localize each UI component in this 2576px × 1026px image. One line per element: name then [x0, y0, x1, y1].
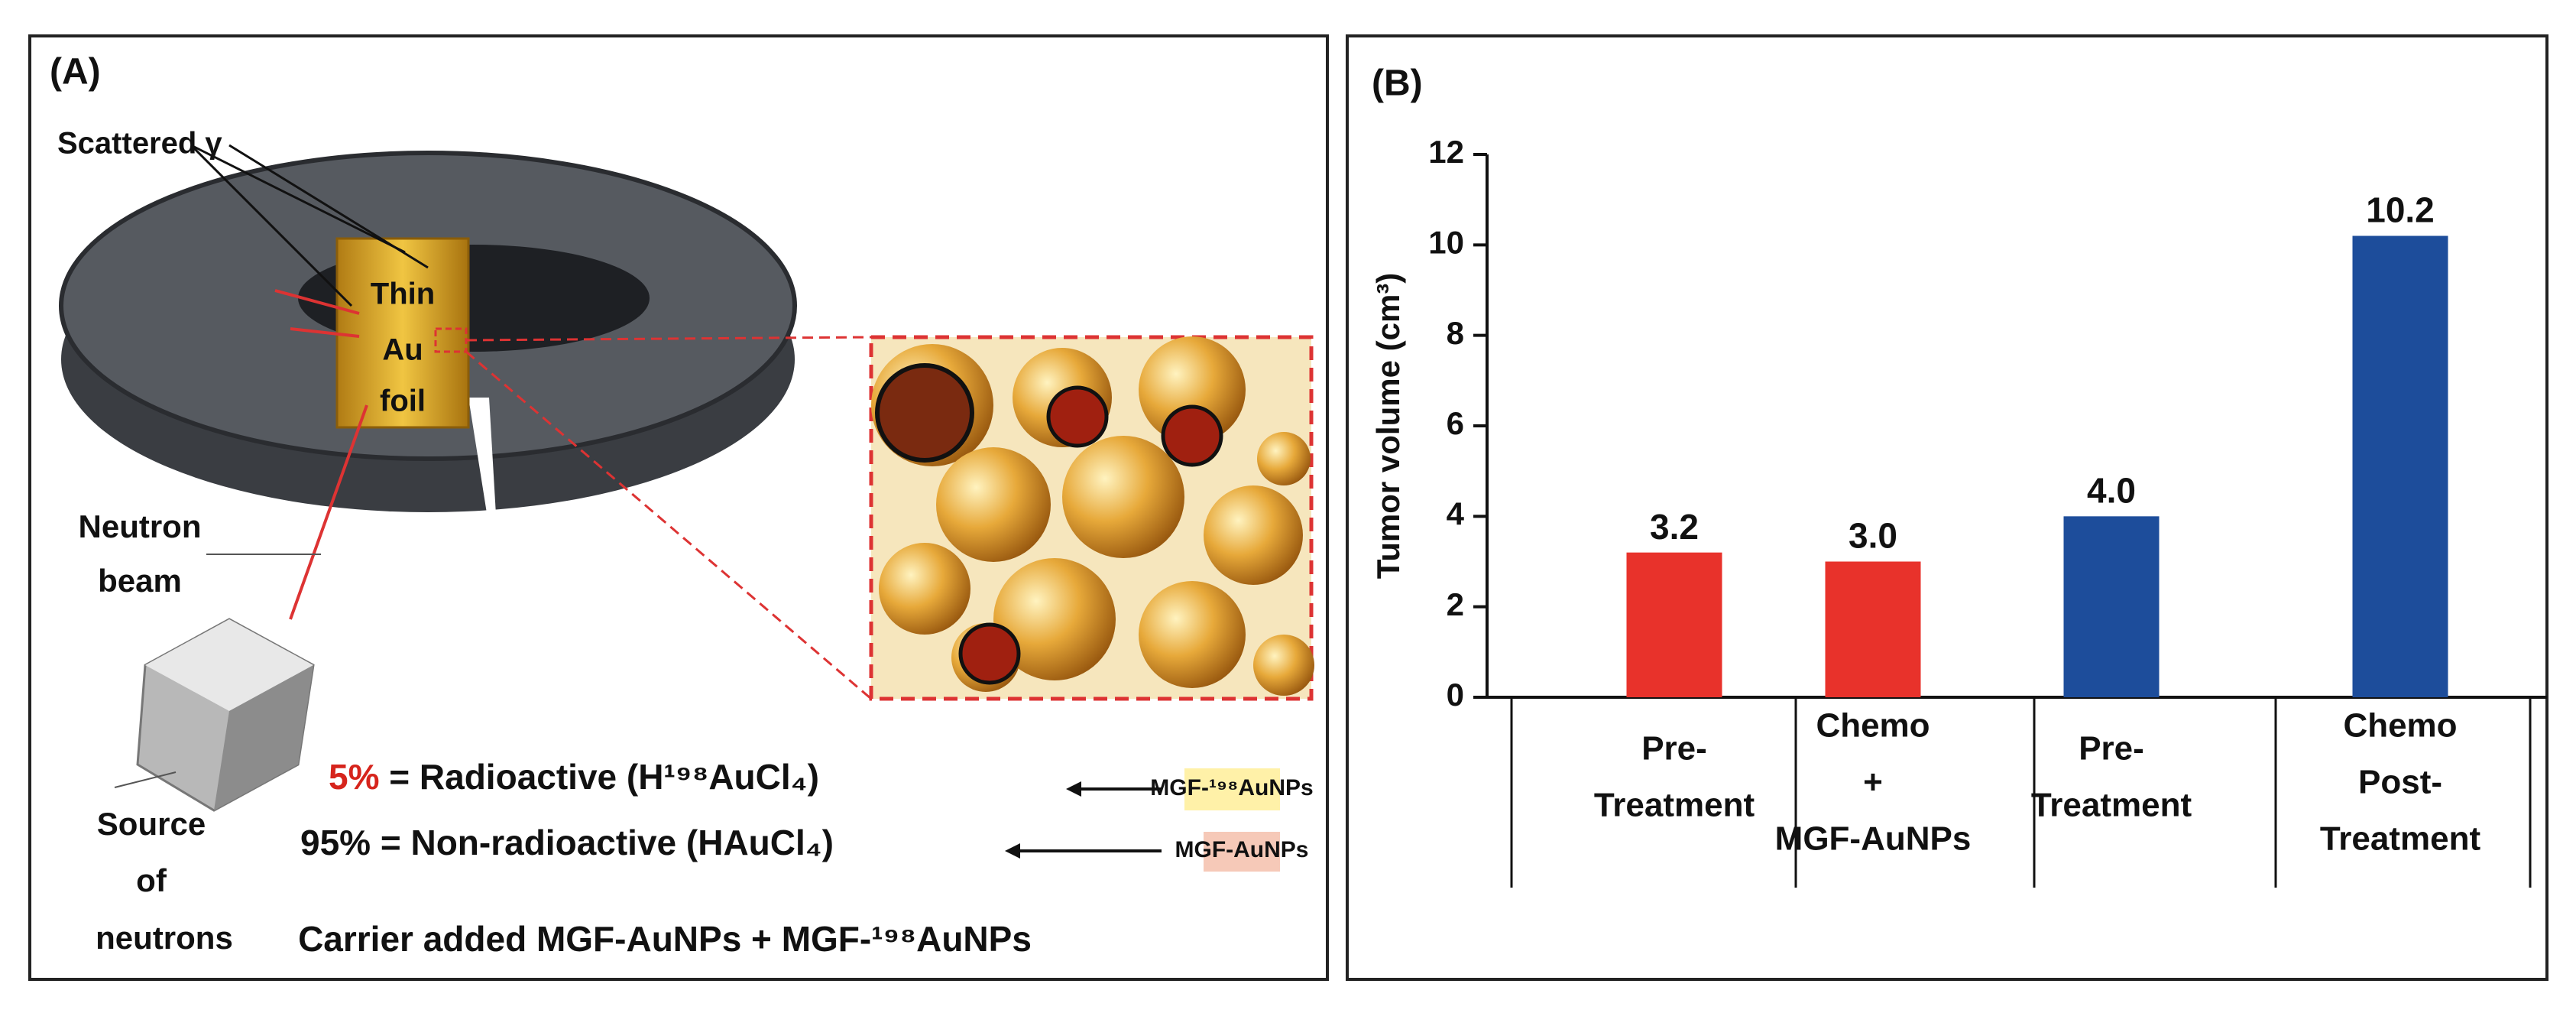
y-tick-label: 6	[1447, 405, 1464, 441]
ring-illustration	[59, 144, 1314, 872]
y-axis-label: Tumor volume (cm³)	[1370, 273, 1406, 580]
caption: Carrier added MGF-AuNPs + MGF-¹⁹⁸AuNPs	[298, 919, 1032, 959]
foil-label: foil	[380, 385, 426, 418]
tag: MGF-¹⁹⁸AuNPs	[1150, 775, 1313, 800]
x-tick-label: Chemo	[2343, 707, 2457, 745]
y-tick-label: 10	[1428, 224, 1464, 260]
value-label: 4.0	[2087, 470, 2136, 510]
panel-b-label: (B)	[1372, 63, 1423, 104]
source-label: Source	[97, 806, 206, 842]
x-tick-label: Pre-	[1641, 730, 1707, 768]
bar	[1626, 552, 1722, 697]
y-tick-label: 4	[1447, 495, 1465, 531]
panel-a-label: (A)	[50, 52, 101, 93]
x-tick-label: Chemo	[1816, 707, 1930, 745]
x-tick-label: Post-	[2358, 764, 2442, 801]
source-label: of	[136, 862, 167, 898]
source-label: neutrons	[96, 920, 233, 956]
beam-label: beam	[98, 563, 182, 599]
equation: 5% = Radioactive (H¹⁹⁸AuCl₄)	[329, 757, 819, 797]
y-tick-label: 2	[1447, 586, 1464, 622]
value-label: 10.2	[2366, 190, 2435, 230]
x-tick-label: Treatment	[2031, 787, 2192, 824]
foil-label: Au	[382, 333, 423, 367]
x-tick-label: Treatment	[1594, 787, 1755, 824]
x-tick-label: +	[1863, 764, 1883, 801]
foil-label: Thin	[371, 278, 435, 311]
equation: 95% = Non-radioactive (HAuCl₄)	[300, 823, 834, 862]
percent: 5%	[329, 757, 379, 797]
x-tick-label: Pre-	[2079, 730, 2144, 768]
x-tick-label: MGF-AuNPs	[1775, 820, 1972, 858]
beam-label: Neutron	[79, 508, 202, 544]
y-tick-label: 12	[1428, 134, 1464, 170]
equation-text: = Radioactive (H¹⁹⁸AuCl₄)	[379, 757, 818, 797]
bar	[1825, 561, 1921, 697]
value-label: 3.2	[1650, 507, 1699, 547]
bar	[2352, 235, 2448, 697]
x-tick-label: Treatment	[2320, 820, 2481, 858]
scattered-label: Scattered γ	[57, 127, 222, 161]
panel-a-frame	[28, 34, 1329, 981]
panel-b-frame	[1346, 34, 2548, 981]
bar	[2063, 516, 2160, 697]
tag: MGF-AuNPs	[1175, 837, 1309, 862]
y-tick-label: 8	[1447, 315, 1464, 351]
value-label: 3.0	[1849, 516, 1897, 556]
y-tick-label: 0	[1447, 677, 1464, 713]
